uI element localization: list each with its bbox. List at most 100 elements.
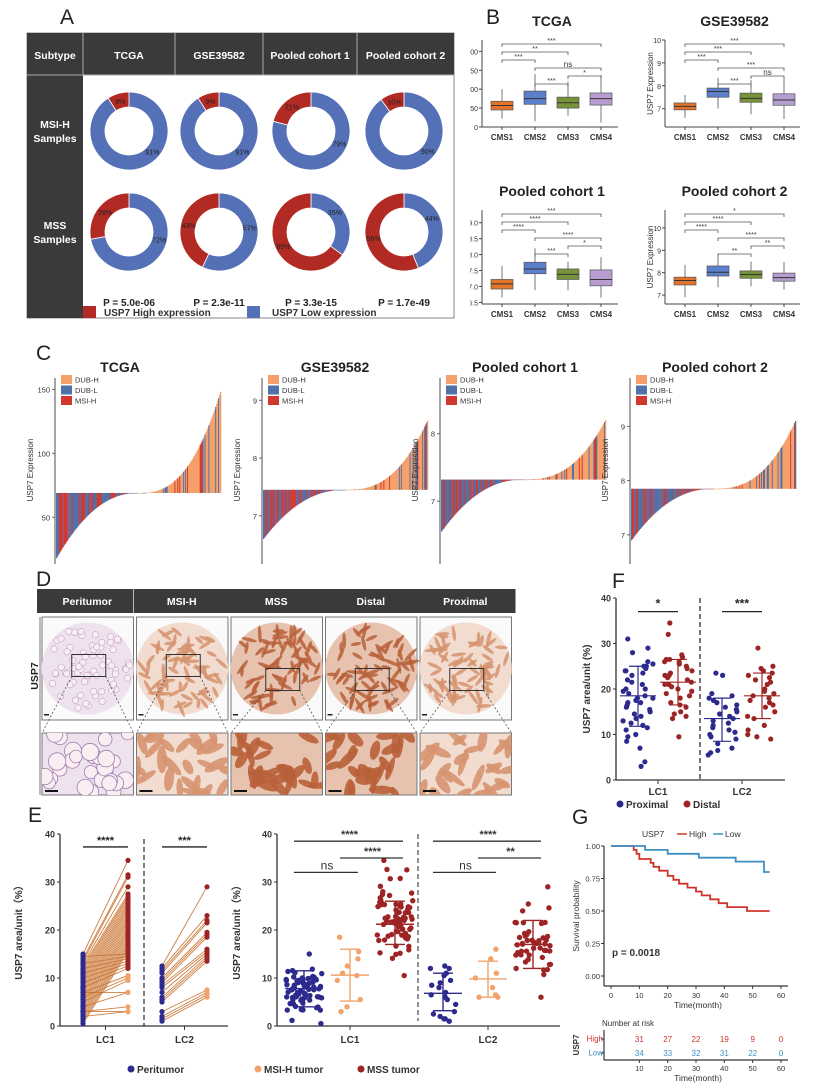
data-point [408,890,415,896]
data-point [524,937,530,944]
paired-line [161,936,208,984]
waterfall-bar [105,492,107,502]
waterfall-bar [708,488,710,490]
waterfall-bar [756,475,758,489]
significance-bracket [684,51,752,55]
stain-blob [183,665,191,682]
legend-label: DUB-H [282,376,306,385]
box-cms2 [523,90,547,105]
waterfall-bar [553,475,555,480]
waterfall-bar [694,488,696,491]
waterfall-bar [577,458,580,480]
waterfall-bar [122,492,125,495]
stain-blob [255,647,265,656]
waterfall-bar [491,479,493,486]
waterfall-bar [187,466,189,493]
waterfall-bar [163,488,166,493]
y-tick-label: 9 [657,61,661,68]
waterfall-bar [89,492,92,514]
y-tick-label: 1.00 [585,842,600,851]
risk-count: 32 [692,1049,701,1058]
waterfall-bar [779,449,781,489]
data-point [629,672,635,678]
paired-line [82,886,129,964]
waterfall-bar [531,479,533,480]
data-point [513,965,519,972]
waterfall-bar [194,454,197,493]
stain-blob [376,646,385,662]
waterfall-bar [211,417,213,493]
stain-blob [504,734,512,759]
waterfall-bar [572,464,574,480]
waterfall-bar [763,470,765,489]
gland [57,663,65,671]
donut-label-high: 21% [285,105,299,112]
donut-label-high: 56% [367,236,381,243]
gland [82,700,90,708]
waterfall-bar [525,479,527,481]
data-point [519,940,526,947]
waterfall-bar [131,492,133,494]
waterfall-bar [579,456,582,480]
stain-blob [469,658,477,667]
stain-blob [218,765,228,776]
data-point [442,1016,448,1022]
data-point [512,919,518,926]
data-point [747,697,753,703]
gland [97,733,113,747]
data-point [389,955,396,962]
stain-blob [493,738,510,755]
waterfall-bar [742,483,744,489]
waterfall-bar [713,488,715,490]
waterfall-bar [363,488,366,490]
donut-label-low: 72% [152,237,166,244]
waterfall-bar [675,488,677,498]
waterfall-bar [349,489,351,491]
waterfall-bar [98,492,100,506]
waterfall-bar [666,488,669,504]
waterfall-bar [495,479,497,485]
stain-blob [302,672,309,683]
waterfall-bar [179,476,181,493]
header-cohort: Pooled cohort 2 [366,50,446,62]
y-axis-label: USP7 Expression [646,226,655,289]
stain-blob [366,669,380,675]
data-point [667,620,673,626]
waterfall-bar [426,422,428,490]
waterfall-bar [458,479,460,511]
significance-label: *** [547,248,555,255]
waterfall-bar [482,479,485,491]
data-point [386,892,393,899]
waterfall-bar [136,492,138,494]
data-point [436,984,442,991]
waterfall-bar [535,479,537,480]
waterfall-bar [150,492,152,493]
x-tick-label: 0 [609,991,613,1000]
legend-label: Peritumor [137,1065,184,1076]
waterfall-bar [354,489,356,491]
stain-blob [479,634,484,647]
waterfall-bar [175,479,177,493]
data-point [300,1007,306,1013]
significance-label: ** [732,248,738,255]
scale-bar [44,714,49,716]
gland [81,653,89,661]
waterfall-bar [565,469,567,480]
waterfall-bar [700,488,703,490]
paired-line [161,951,208,988]
waterfall-bar [750,479,752,489]
data-point [284,994,290,1000]
data-point [745,672,751,678]
waterfall-bar [528,479,530,481]
waterfall-bar [671,488,674,501]
stain-blob [178,681,183,693]
y-tick-label: 150 [470,68,478,75]
waterfall-bar [74,492,76,531]
donut-slice-high [380,91,405,113]
stain-blob [308,675,321,682]
data-point [626,690,632,697]
data-point [642,759,648,765]
waterfall-bar [355,489,357,491]
gland [98,638,106,646]
